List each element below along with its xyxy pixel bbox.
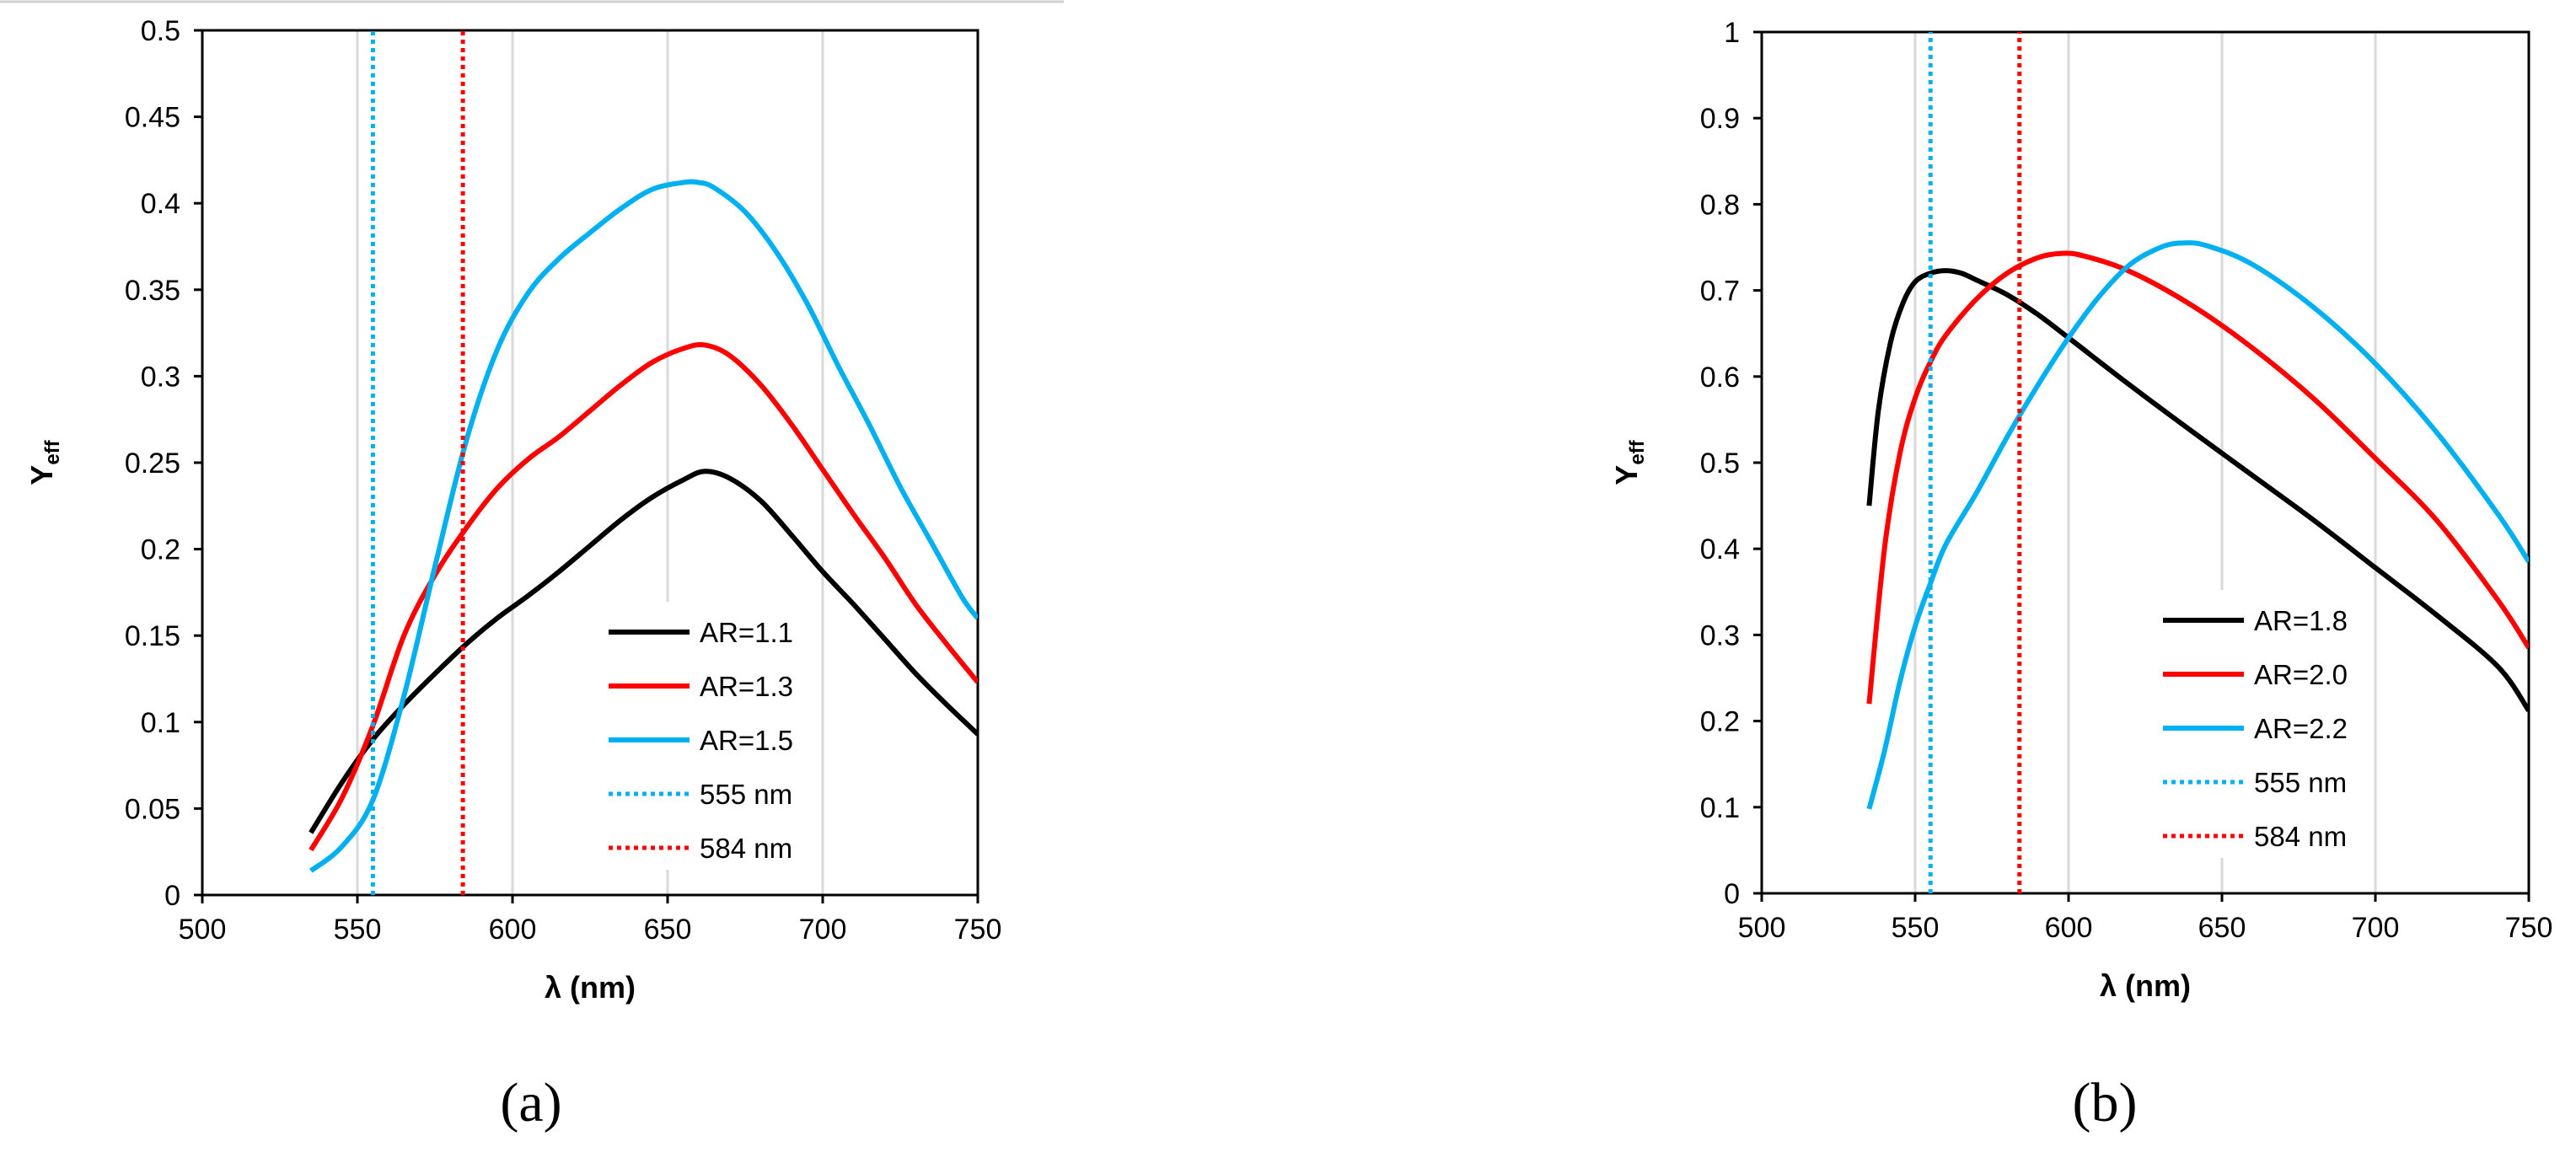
x-tick-label: 750: [954, 914, 1002, 946]
y-tick-label: 0.1: [1700, 792, 1740, 824]
plot-frame: [201, 29, 979, 897]
x-tick-label: 550: [1892, 912, 1940, 944]
x-tick-label: 700: [799, 914, 847, 946]
legend-label: 555 nm: [700, 779, 792, 810]
y-tick-label: 0.8: [1700, 189, 1740, 221]
plot-frame: [1760, 30, 2530, 895]
legend-label: AR=2.2: [2254, 713, 2348, 744]
y-axis-title: Yeff: [1609, 439, 1649, 485]
legend-label: 555 nm: [2254, 767, 2347, 798]
series-line: [309, 342, 978, 852]
x-tick-label: 550: [334, 914, 382, 946]
y-tick-label: 0.3: [141, 361, 180, 393]
legend-label: AR=1.1: [700, 617, 793, 648]
legend-box: [605, 602, 811, 870]
legend-label: AR=1.3: [700, 671, 793, 702]
y-tick-label: 0.15: [125, 620, 180, 652]
y-tick-label: 0.5: [1700, 448, 1740, 480]
y-tick-label: 0.2: [141, 534, 180, 566]
y-tick-label: 0: [1724, 878, 1740, 910]
y-tick-label: 0.25: [125, 448, 180, 480]
x-tick-label: 500: [179, 914, 227, 946]
legend-label: 584 nm: [700, 833, 792, 864]
y-tick-label: 0: [164, 880, 180, 912]
x-tick-label: 650: [644, 914, 692, 946]
x-tick-label: 600: [2045, 912, 2093, 944]
y-tick-label: 0.1: [141, 707, 180, 739]
series-line: [309, 179, 978, 873]
y-tick-label: 0.5: [141, 15, 180, 47]
x-axis-title: λ (nm): [545, 970, 636, 1005]
y-axis-title-sub: eff: [41, 439, 64, 464]
y-axis-title: Yeff: [24, 439, 64, 485]
legend-label: AR=1.8: [2254, 605, 2348, 636]
chart-panel-a: 500 550 600 650 700 750 0 0.05 0.1 0.15 0.2 0.25 0.3…: [24, 15, 1001, 1005]
chart-panel-b: 500 550 600 650 700 750 0 0.1 0.2 0.3 0.4 0.5 0.6 0.7…: [1609, 17, 2552, 1003]
series-line: [1866, 250, 2529, 705]
series-line: [1866, 268, 2529, 713]
legend-label: AR=2.0: [2254, 659, 2348, 690]
y-axis-title-main: Y: [1609, 465, 1644, 485]
y-tick-label: 0.3: [1700, 619, 1740, 651]
legend-label: AR=1.5: [700, 725, 793, 756]
y-tick-label: 0.6: [1700, 362, 1740, 394]
legend-box: [2160, 590, 2362, 858]
y-axis-title-main: Y: [24, 465, 59, 485]
y-tick-label: 0.4: [141, 188, 180, 220]
y-tick-label: 0.05: [125, 793, 180, 825]
y-tick-label: 0.45: [125, 102, 180, 134]
panel-label-b: (b): [2073, 1072, 2138, 1134]
x-tick-label: 650: [2198, 912, 2246, 944]
x-tick-label: 700: [2352, 912, 2400, 944]
series-line: [309, 469, 978, 834]
y-tick-label: 0.7: [1700, 276, 1740, 308]
x-tick-label: 500: [1738, 912, 1786, 944]
panel-label-a: (a): [500, 1072, 561, 1134]
legend-label: 584 nm: [2254, 821, 2347, 852]
y-tick-label: 0.4: [1700, 533, 1740, 565]
y-axis-title-sub: eff: [1626, 439, 1649, 464]
x-tick-label: 600: [489, 914, 537, 946]
y-tick-label: 0.9: [1700, 103, 1740, 135]
y-tick-label: 0.35: [125, 275, 180, 307]
y-tick-label: 0.2: [1700, 706, 1740, 738]
y-tick-label: 1: [1724, 17, 1740, 49]
series-line: [1866, 240, 2529, 810]
x-axis-title: λ (nm): [2100, 968, 2191, 1003]
x-tick-label: 750: [2505, 912, 2553, 944]
